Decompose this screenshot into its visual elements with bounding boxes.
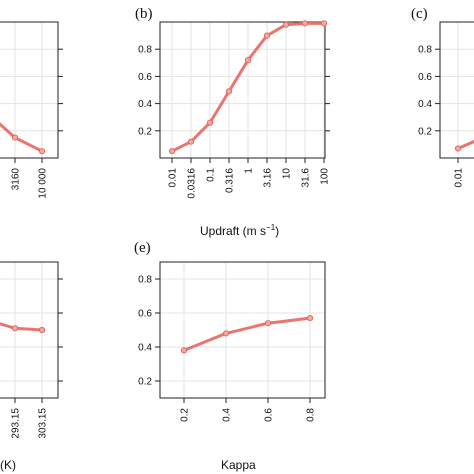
panel-b-series-point-4 <box>244 56 252 64</box>
panel-b-xlabel: Updraft (m s−1) <box>200 223 279 238</box>
panel-b-xtick-label-7: 31.6 <box>301 168 312 188</box>
panel-e-xtick-label-0: 0.2 <box>180 408 191 422</box>
plots-layer: 0.2 0.4 0.6 0.8 0.01 0.0316 0.1 0.316 1 3.16 10 31.… <box>0 20 474 439</box>
panel-e-frame <box>159 261 326 399</box>
panel-b-xlabel-main: Updraft (m s <box>200 224 266 238</box>
panel-b-series-point-5 <box>263 32 271 39</box>
panel-e-ytick-label-2: 0.6 <box>138 309 152 320</box>
panel-d-series-line <box>0 322 43 332</box>
panel-b-series-point-7 <box>301 20 309 27</box>
panel-b-ytick-label-3: 0.8 <box>138 45 152 56</box>
panel-e-xtick-label-3: 0.8 <box>306 408 317 422</box>
panel-c-ytick-label-1: 0.4 <box>418 99 432 110</box>
panel-c-ytick-label-3: 0.8 <box>418 45 432 56</box>
panel-d-xtick-label-0: 293.15 <box>11 408 22 439</box>
panel-b-frame <box>159 21 326 159</box>
panel-b-xlabel-end: ) <box>275 224 279 238</box>
panel-b-xtick-label-2: 0.1 <box>206 168 217 182</box>
panel-a-series-line <box>0 122 43 153</box>
panel-d-xtick-label-1: 303.15 <box>38 408 49 439</box>
panel-d-xlabel: (K) <box>0 458 16 472</box>
panel-e-label: (e) <box>134 240 151 256</box>
panel-a-xtick-label-1: 10 000 <box>38 168 49 199</box>
panel-b-ytick-label-2: 0.6 <box>138 72 152 83</box>
panel-d-series-point-2 <box>38 326 46 334</box>
panel-e-series-line <box>183 316 311 352</box>
panel-e-xtick-label-1: 0.4 <box>222 408 233 422</box>
panel-b-series-point-8 <box>320 20 328 27</box>
panel-d-frame <box>0 261 59 399</box>
panel-e-ytick-label-1: 0.4 <box>138 343 152 354</box>
panel-c-series-line <box>457 139 474 150</box>
panel-b-xtick-label-0: 0.01 <box>168 168 179 188</box>
panel-c-ytick-label-0: 0.2 <box>418 126 432 137</box>
panel-b-xtick-label-4: 1 <box>244 168 255 174</box>
panel-b-series-point-6 <box>282 21 290 28</box>
panel-b-xtick-label-5: 3.16 <box>263 168 274 188</box>
panel-b-xtick-label-3: 0.316 <box>225 168 236 193</box>
panel-b-xtick-label-1: 0.0316 <box>187 168 198 199</box>
panel-c-ytick-label-2: 0.6 <box>418 72 432 83</box>
panel-e-series-point-1 <box>222 330 230 337</box>
panel-b-ytick-label-1: 0.4 <box>138 99 152 110</box>
panel-e-ytick-label-0: 0.2 <box>138 377 152 388</box>
panel-e-series-point-3 <box>306 315 314 322</box>
panel-d-series-point-1 <box>11 325 19 332</box>
panel-a-xtick-label-0: 3160 <box>11 168 22 191</box>
panel-a-frame <box>0 21 59 159</box>
panel-b-ytick-label-0: 0.2 <box>138 126 152 137</box>
panel-c-xtick-label-0: 0.01 <box>454 168 465 188</box>
panel-b-xtick-label-6: 10 <box>282 168 293 180</box>
panel-a-series-point-1 <box>11 134 19 141</box>
panel-e-xlabel: Kappa <box>221 458 256 472</box>
panel-c-frame <box>439 21 474 159</box>
panel-e-series-point-2 <box>264 320 272 327</box>
panel-a-series-point-2 <box>38 148 46 155</box>
panel-b-series-point-0 <box>168 148 176 155</box>
panel-c-series-point-0 <box>454 145 462 152</box>
panel-e-xtick-label-2: 0.6 <box>264 408 275 422</box>
panel-b-xlabel-sup: −1 <box>266 223 276 232</box>
panel-c-label: (c) <box>411 6 428 22</box>
panel-b-xtick-label-8: 100 <box>320 168 331 185</box>
panel-b-label: (b) <box>135 6 153 22</box>
panel-e-series-point-0 <box>180 347 188 354</box>
panel-b-series-point-2 <box>206 119 214 126</box>
panel-b-series-point-3 <box>225 88 233 95</box>
panel-b-series-point-1 <box>187 138 195 145</box>
panel-e-ytick-label-3: 0.8 <box>138 275 152 286</box>
